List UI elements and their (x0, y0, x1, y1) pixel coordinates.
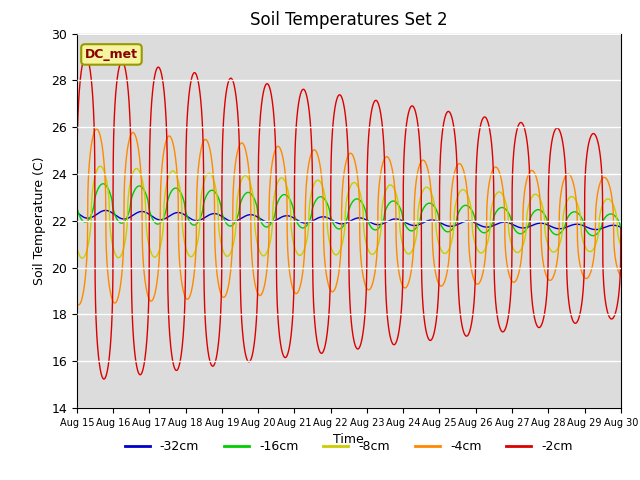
-2cm (617, 225, 625, 231)
Line: -8cm: -8cm (77, 166, 621, 258)
-32cm (135, 209, 143, 215)
-4cm (135, 152, 143, 157)
-16cm (99, 181, 107, 187)
Line: -2cm: -2cm (77, 56, 621, 379)
-4cm (282, 176, 290, 182)
-8cm (607, 197, 614, 203)
-8cm (135, 168, 143, 174)
-4cm (607, 187, 614, 192)
Title: Soil Temperatures Set 2: Soil Temperatures Set 2 (250, 11, 447, 29)
-4cm (548, 276, 556, 282)
Line: -16cm: -16cm (77, 184, 621, 236)
Line: -4cm: -4cm (77, 129, 621, 305)
X-axis label: Time: Time (333, 433, 364, 446)
-16cm (305, 218, 313, 224)
-32cm (102, 207, 109, 213)
-8cm (282, 180, 290, 186)
-4cm (617, 273, 625, 278)
-32cm (548, 224, 556, 229)
-2cm (282, 355, 290, 360)
-16cm (617, 225, 625, 231)
-4cm (168, 136, 175, 142)
Y-axis label: Soil Temperature (C): Soil Temperature (C) (33, 156, 45, 285)
-4cm (93, 126, 100, 132)
-8cm (305, 204, 313, 210)
Legend: -32cm, -16cm, -8cm, -4cm, -2cm: -32cm, -16cm, -8cm, -4cm, -2cm (120, 435, 578, 458)
-16cm (282, 192, 289, 198)
-2cm (168, 350, 175, 356)
-8cm (168, 168, 175, 174)
-2cm (548, 138, 556, 144)
-16cm (548, 229, 556, 235)
-32cm (617, 224, 625, 230)
-2cm (305, 109, 313, 115)
-16cm (135, 183, 143, 189)
-4cm (305, 158, 313, 164)
Line: -32cm: -32cm (77, 210, 621, 229)
-32cm (282, 213, 289, 219)
-8cm (617, 242, 625, 248)
-4cm (75, 302, 83, 308)
-32cm (592, 227, 600, 232)
-32cm (73, 210, 81, 216)
-16cm (589, 233, 597, 239)
-8cm (548, 249, 556, 254)
-16cm (73, 204, 81, 210)
-32cm (305, 219, 313, 225)
-2cm (73, 216, 81, 221)
-2cm (100, 376, 108, 382)
-32cm (607, 223, 614, 228)
Text: DC_met: DC_met (85, 48, 138, 61)
-2cm (607, 316, 614, 322)
-8cm (73, 244, 81, 250)
-16cm (168, 189, 175, 194)
-8cm (79, 255, 86, 261)
-4cm (73, 300, 81, 306)
-2cm (135, 371, 143, 377)
-32cm (168, 212, 175, 218)
-16cm (607, 211, 614, 217)
-2cm (82, 53, 90, 59)
-8cm (97, 163, 104, 169)
